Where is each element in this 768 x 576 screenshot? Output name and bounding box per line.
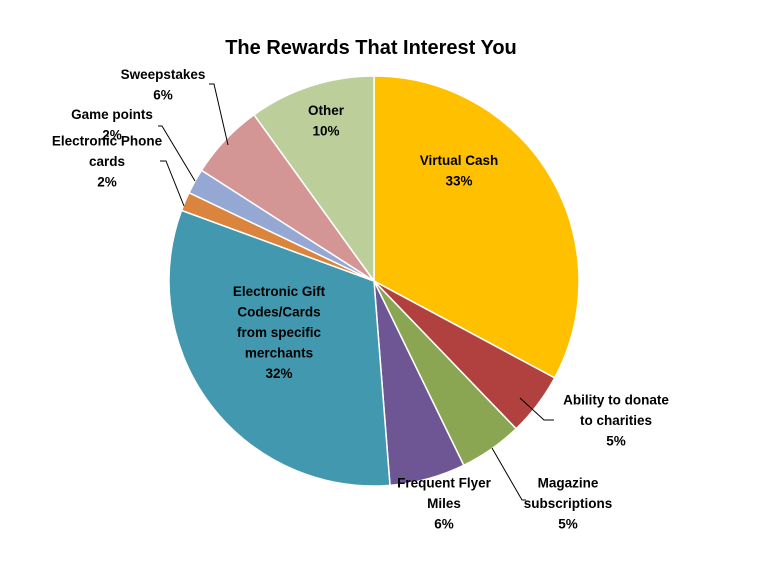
slice-label-line: Ability to donate xyxy=(563,393,669,408)
slice-label-line: 5% xyxy=(558,517,578,532)
slice-label-line: Electronic Phone xyxy=(52,134,163,149)
pie-slice xyxy=(252,75,375,284)
slice-label: Electronic Phone cards 2% xyxy=(52,134,163,190)
slice-label: Sweepstakes 6% xyxy=(121,67,206,103)
slice-label-line: Sweepstakes xyxy=(121,67,206,82)
slice-label-line: Frequent Flyer xyxy=(397,476,492,491)
slice-label-line: subscriptions xyxy=(524,496,613,511)
slice-label: Electronic Gift Codes/Cards from specific m… xyxy=(233,284,326,381)
slice-label-line: Magazine xyxy=(538,476,599,491)
slice-label-line: 2% xyxy=(102,127,122,142)
slice-label-line: from specific xyxy=(237,325,322,340)
slice-label: Frequent Flyer Miles 6% xyxy=(397,476,492,532)
slice-label: Magazine subscriptions 5% xyxy=(524,476,613,532)
slice-label-line: Miles xyxy=(427,496,461,511)
slice-label: Game points 2% xyxy=(71,107,153,143)
leader-line xyxy=(158,125,196,182)
slice-label-line: merchants xyxy=(245,346,313,361)
leader-line xyxy=(491,447,526,501)
slice-label-line: Virtual Cash xyxy=(420,153,499,168)
slice-label-line: 5% xyxy=(606,434,626,449)
slice-label: Ability to donate to charities 5% xyxy=(563,393,669,449)
slice-label-line: 33% xyxy=(445,173,472,188)
slice-label-line: Game points xyxy=(71,107,153,122)
slice-label-line: 10% xyxy=(312,123,339,138)
leader-line xyxy=(160,160,185,207)
slice-label-line: cards xyxy=(89,154,125,169)
pie-slices xyxy=(168,75,580,487)
slice-label-line: 32% xyxy=(265,366,292,381)
slice-label-line: 6% xyxy=(153,87,173,102)
chart-title: The Rewards That Interest You xyxy=(225,37,517,59)
pie-slice xyxy=(168,209,391,487)
slice-label-line: 6% xyxy=(434,517,454,532)
slice-label-line: Other xyxy=(308,103,345,118)
slice-labels: Virtual Cash 33% Ability to donate to chari… xyxy=(52,67,670,532)
slice-label: Virtual Cash 33% xyxy=(420,153,499,189)
leader-line xyxy=(209,83,229,146)
leader-line xyxy=(519,397,554,421)
slice-label-line: to charities xyxy=(580,413,652,428)
slice-label-line: Electronic Gift xyxy=(233,284,326,299)
leader-lines xyxy=(158,83,554,501)
pie-slice xyxy=(373,75,580,379)
slice-label-line: 2% xyxy=(97,175,117,190)
slice-label: Other 10% xyxy=(308,103,345,139)
slice-label-line: Codes/Cards xyxy=(237,305,320,320)
